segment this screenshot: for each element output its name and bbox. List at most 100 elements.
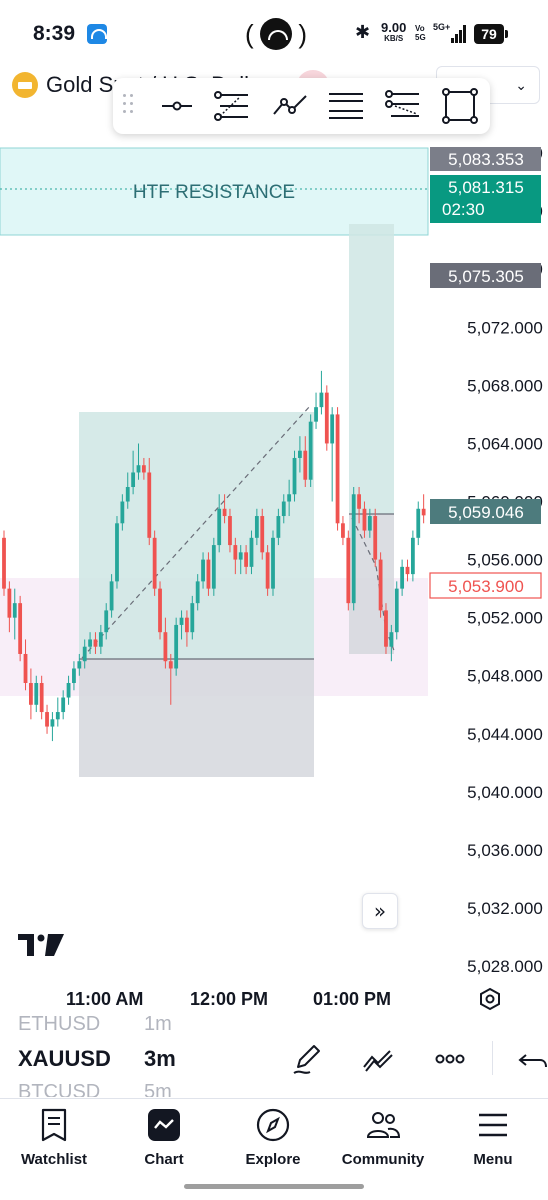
candle[interactable]	[244, 552, 248, 567]
parallel-lines-icon[interactable]	[326, 86, 366, 126]
candle[interactable]	[389, 632, 394, 647]
candle[interactable]	[384, 610, 388, 647]
nav-explore[interactable]: Explore	[223, 1107, 323, 1168]
candle[interactable]	[206, 559, 211, 589]
candle[interactable]	[50, 719, 55, 727]
candle[interactable]	[260, 516, 265, 553]
candle[interactable]	[201, 559, 205, 582]
candle[interactable]	[394, 588, 399, 633]
candle[interactable]	[298, 450, 302, 458]
candle[interactable]	[378, 559, 383, 611]
candle[interactable]	[405, 566, 410, 575]
fib-extension-icon[interactable]	[383, 86, 423, 126]
nav-community[interactable]: Community	[333, 1107, 433, 1168]
candle[interactable]	[45, 712, 49, 727]
candle[interactable]	[141, 465, 146, 473]
candle[interactable]	[77, 661, 82, 669]
candle[interactable]	[190, 603, 195, 633]
candle[interactable]	[29, 683, 33, 705]
candle[interactable]	[72, 668, 76, 684]
candle[interactable]	[34, 683, 39, 705]
candle[interactable]	[276, 516, 281, 538]
candle[interactable]	[324, 392, 329, 444]
candle[interactable]	[195, 581, 200, 604]
nav-menu[interactable]: Menu	[443, 1107, 543, 1168]
candle[interactable]	[357, 494, 361, 509]
candle[interactable]	[249, 537, 254, 567]
current-timeframe[interactable]: 3m	[144, 1046, 176, 1071]
candle[interactable]	[287, 494, 292, 502]
candle[interactable]	[222, 508, 227, 517]
candle[interactable]	[346, 537, 351, 604]
horizontal-line-icon[interactable]	[157, 86, 197, 126]
tradingview-logo[interactable]	[18, 934, 64, 956]
candle[interactable]	[217, 508, 222, 546]
candle[interactable]	[23, 653, 28, 684]
candle[interactable]	[39, 683, 44, 713]
candle[interactable]	[104, 610, 109, 633]
candle[interactable]	[341, 523, 345, 538]
prev-symbol[interactable]: ETHUSD	[18, 1015, 101, 1035]
candle[interactable]	[147, 472, 152, 538]
candle[interactable]	[179, 617, 184, 625]
candle[interactable]	[292, 457, 297, 495]
candle[interactable]	[55, 712, 60, 720]
candle[interactable]	[265, 552, 270, 589]
candle[interactable]	[158, 588, 162, 633]
drag-handle-icon[interactable]	[123, 94, 135, 116]
htf-resistance-zone[interactable]	[0, 147, 429, 236]
candle[interactable]	[254, 516, 259, 538]
candle[interactable]	[174, 624, 179, 669]
candle[interactable]	[88, 639, 92, 647]
candle[interactable]	[238, 552, 243, 560]
candle[interactable]	[416, 508, 421, 538]
prev-timeframe[interactable]: 1m	[144, 1015, 172, 1035]
candle[interactable]	[233, 545, 238, 560]
path-icon[interactable]	[270, 86, 310, 126]
candle[interactable]	[12, 603, 17, 618]
price-chart[interactable]: HTF RESISTANCE 5,084.0005,080.0005,076.0…	[0, 140, 548, 985]
candle[interactable]	[109, 581, 114, 611]
undo-icon[interactable]	[516, 1041, 548, 1077]
time-axis[interactable]: 11:00 AM 12:00 PM 01:00 PM	[0, 985, 548, 1015]
candle[interactable]	[308, 421, 313, 480]
candle[interactable]	[351, 494, 356, 604]
candle[interactable]	[7, 588, 12, 618]
candle[interactable]	[163, 632, 168, 662]
fib-retracement-icon[interactable]	[212, 86, 252, 126]
scroll-to-realtime-button[interactable]: »	[362, 893, 398, 929]
chart-area[interactable]: HTF RESISTANCE 5,084.0005,080.0005,076.0…	[0, 140, 548, 985]
candle[interactable]	[125, 487, 130, 502]
candle[interactable]	[367, 516, 372, 531]
candle[interactable]	[185, 617, 189, 633]
candle[interactable]	[211, 545, 216, 589]
next-symbol[interactable]: BTCUSD	[18, 1081, 101, 1097]
candle[interactable]	[335, 414, 340, 524]
candle[interactable]	[93, 639, 98, 647]
candle[interactable]	[228, 516, 232, 546]
candle[interactable]	[115, 523, 119, 582]
symbol-switcher-row[interactable]: ETHUSD 1m XAUUSD 3m BTCUSD 5m	[0, 1015, 548, 1097]
rectangle-icon[interactable]	[440, 86, 480, 126]
candle[interactable]	[362, 508, 367, 531]
candle[interactable]	[2, 537, 6, 589]
long-position-stop[interactable]	[79, 659, 314, 777]
candle[interactable]	[131, 472, 136, 488]
candle[interactable]	[152, 537, 157, 589]
candle[interactable]	[168, 661, 173, 669]
short-position-target[interactable]	[349, 224, 394, 514]
candle[interactable]	[319, 392, 324, 408]
candle[interactable]	[98, 632, 103, 647]
candle[interactable]	[271, 537, 275, 589]
nav-watchlist[interactable]: Watchlist	[4, 1107, 104, 1168]
pencil-draw-icon[interactable]	[290, 1041, 326, 1077]
candle[interactable]	[330, 414, 335, 444]
candle[interactable]	[66, 683, 71, 698]
hexagon-settings-icon[interactable]	[478, 987, 502, 1011]
candle[interactable]	[314, 407, 318, 422]
candle[interactable]	[18, 603, 23, 654]
candle[interactable]	[400, 566, 405, 589]
candle[interactable]	[136, 465, 141, 473]
candle[interactable]	[410, 537, 415, 575]
indicators-icon[interactable]	[360, 1041, 396, 1077]
